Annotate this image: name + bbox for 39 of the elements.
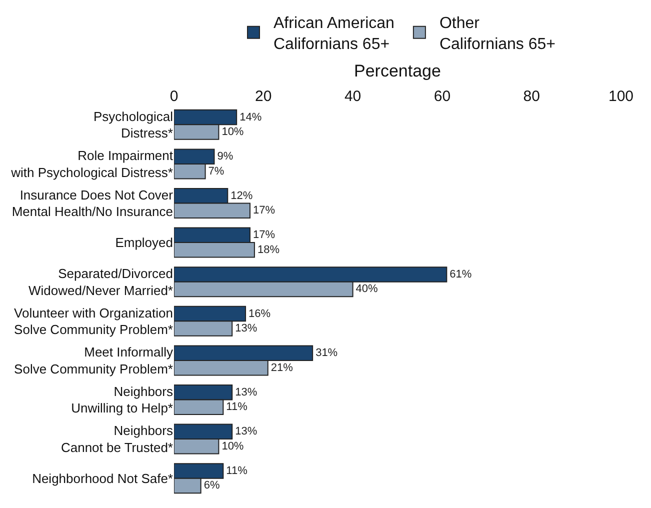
y-tick-label: Insurance Does Not Cover Mental Health/No Insurance [12, 187, 174, 220]
y-tick-label: Neighborhood Not Safe* [32, 470, 173, 486]
y-tick-label: Neighbors Unwilling to Help* [71, 384, 174, 416]
x-tick-label: 20 [255, 88, 272, 105]
data-label: 13% [235, 386, 258, 398]
data-label: 14% [240, 111, 262, 124]
data-label: 40% [356, 283, 378, 296]
data-label: 7% [208, 165, 224, 178]
data-label: 10% [222, 440, 244, 452]
data-label: 12% [230, 190, 253, 202]
x-axis-title: Percentage [354, 62, 441, 81]
y-tick-label: Employed [115, 235, 173, 250]
data-label: 61% [450, 268, 472, 280]
data-label: 17% [252, 204, 276, 217]
x-tick-label: 60 [434, 88, 451, 105]
data-label: 13% [235, 426, 258, 438]
data-label: 9% [217, 150, 234, 163]
y-tick-label: Role Impairment with Psychological Distress* [10, 148, 174, 180]
y-tick-label: Neighbors Cannot be Trusted* [60, 423, 174, 456]
x-tick-label: 100 [608, 88, 634, 105]
data-label: 13% [235, 322, 258, 335]
legend-label: Other Californians 65+ [439, 15, 556, 54]
x-tick-label: 40 [344, 88, 362, 105]
x-tick-label: 80 [523, 88, 540, 105]
data-label: 10% [222, 126, 244, 138]
y-tick-label: Meet Informally Solve Community Problem* [14, 344, 174, 376]
data-label: 6% [204, 480, 220, 492]
data-label: 17% [252, 229, 276, 242]
y-tick-label: Separated/Divorced Widowed/Never Married* [28, 266, 173, 298]
data-label: 16% [248, 308, 271, 320]
data-label: 31% [316, 347, 338, 360]
data-label: 11% [226, 464, 248, 477]
data-label: 18% [257, 244, 280, 256]
x-tick-label: 0 [170, 88, 178, 105]
data-label: 11% [226, 401, 248, 414]
legend-label: African American Californians 65+ [274, 15, 394, 54]
data-label: 21% [270, 362, 294, 374]
y-tick-label: Volunteer with Organization Solve Community Problem* [14, 305, 173, 338]
y-tick-label: Psychological Distress* [94, 108, 174, 141]
